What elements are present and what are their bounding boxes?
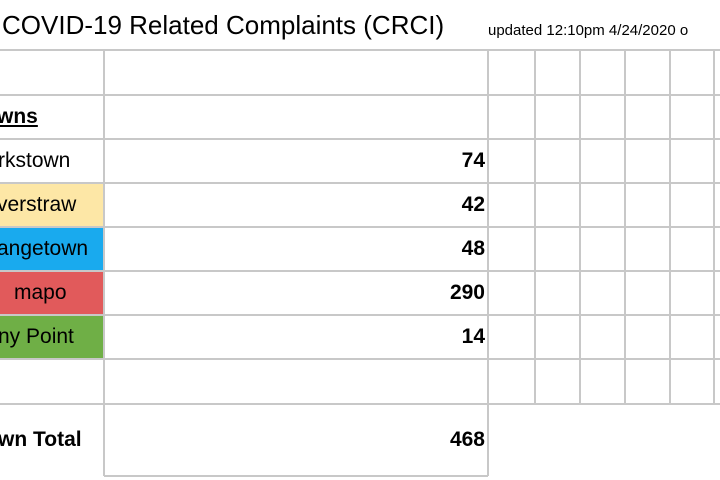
town-name: verstraw bbox=[0, 193, 77, 216]
town-count-cell[interactable]: 74 bbox=[104, 139, 488, 183]
towns-header-cell[interactable]: wns bbox=[0, 95, 104, 139]
towns-header-row: wns bbox=[0, 95, 720, 139]
total-value: 468 bbox=[449, 428, 485, 451]
cell-blank[interactable] bbox=[104, 50, 488, 95]
town-count: 290 bbox=[449, 281, 485, 304]
table-row: verstraw 42 bbox=[0, 183, 720, 227]
cell-blank[interactable] bbox=[104, 95, 488, 139]
total-label-cell[interactable]: wn Total bbox=[0, 404, 104, 476]
total-label: wn Total bbox=[0, 428, 82, 451]
blank-row-bottom bbox=[0, 359, 720, 404]
updated-timestamp: updated 12:10pm 4/24/2020 o bbox=[488, 22, 689, 39]
table-row: angetown 48 bbox=[0, 227, 720, 271]
town-count-cell[interactable]: 48 bbox=[104, 227, 488, 271]
town-name-cell[interactable]: verstraw bbox=[0, 183, 104, 227]
table-row: mapo 290 bbox=[0, 271, 720, 315]
town-name-cell[interactable]: rkstown bbox=[0, 139, 104, 183]
cell-blank[interactable] bbox=[0, 50, 104, 95]
town-count-cell[interactable]: 14 bbox=[104, 315, 488, 359]
town-name-cell[interactable]: ny Point bbox=[0, 315, 104, 359]
blank-row-top bbox=[0, 50, 720, 95]
cell-blank[interactable] bbox=[0, 359, 104, 404]
total-value-cell[interactable]: 468 bbox=[104, 404, 488, 476]
table-row: rkstown 74 bbox=[0, 139, 720, 183]
town-name-cell[interactable]: mapo bbox=[0, 271, 104, 315]
town-name: rkstown bbox=[0, 149, 71, 172]
towns-header-label: wns bbox=[0, 105, 38, 128]
town-count: 42 bbox=[461, 193, 485, 216]
sheet-title: COVID-19 Related Complaints (CRCI) bbox=[2, 10, 445, 40]
town-count: 48 bbox=[461, 237, 485, 260]
town-name: ny Point bbox=[0, 325, 74, 348]
town-name: mapo bbox=[14, 281, 67, 304]
town-count-cell[interactable]: 42 bbox=[104, 183, 488, 227]
town-name: angetown bbox=[0, 237, 89, 260]
total-row: wn Total 468 bbox=[0, 404, 720, 476]
town-name-cell[interactable]: angetown bbox=[0, 227, 104, 271]
town-count: 74 bbox=[461, 149, 485, 172]
town-count-cell[interactable]: 290 bbox=[104, 271, 488, 315]
table-row: ny Point 14 bbox=[0, 315, 720, 359]
town-count: 14 bbox=[461, 325, 485, 348]
cell-blank[interactable] bbox=[104, 359, 488, 404]
